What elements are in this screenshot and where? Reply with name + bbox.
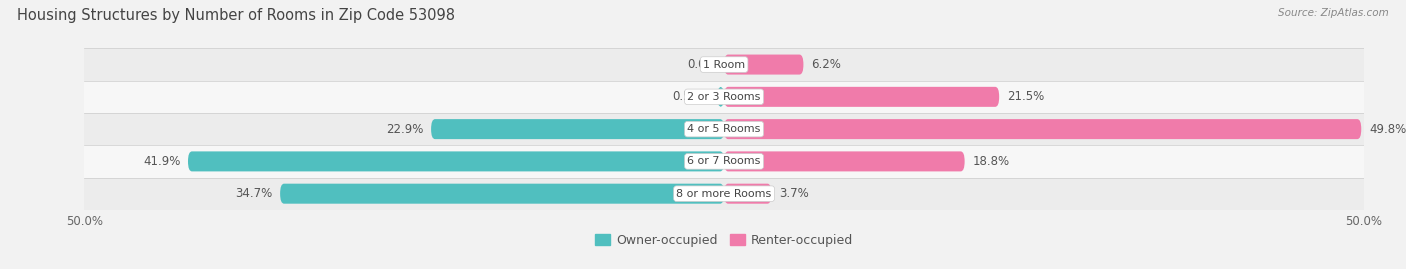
Text: 41.9%: 41.9% [143, 155, 180, 168]
Text: 34.7%: 34.7% [235, 187, 273, 200]
Text: 6.2%: 6.2% [811, 58, 841, 71]
Text: 49.8%: 49.8% [1369, 123, 1406, 136]
FancyBboxPatch shape [724, 184, 772, 204]
Text: 21.5%: 21.5% [1007, 90, 1045, 103]
Text: Housing Structures by Number of Rooms in Zip Code 53098: Housing Structures by Number of Rooms in… [17, 8, 456, 23]
FancyBboxPatch shape [724, 151, 965, 171]
Bar [84, 48, 1364, 81]
Bar [84, 178, 1364, 210]
Text: 1 Room: 1 Room [703, 59, 745, 70]
Text: 4 or 5 Rooms: 4 or 5 Rooms [688, 124, 761, 134]
Text: 3.7%: 3.7% [779, 187, 808, 200]
FancyBboxPatch shape [724, 119, 1361, 139]
Bar [84, 145, 1364, 178]
Bar [84, 81, 1364, 113]
FancyBboxPatch shape [188, 151, 724, 171]
FancyBboxPatch shape [280, 184, 724, 204]
Bar [84, 113, 1364, 145]
FancyBboxPatch shape [724, 55, 803, 75]
Text: 0.0%: 0.0% [686, 58, 717, 71]
Text: Source: ZipAtlas.com: Source: ZipAtlas.com [1278, 8, 1389, 18]
Legend: Owner-occupied, Renter-occupied: Owner-occupied, Renter-occupied [589, 229, 859, 252]
FancyBboxPatch shape [432, 119, 724, 139]
FancyBboxPatch shape [717, 87, 724, 107]
Text: 6 or 7 Rooms: 6 or 7 Rooms [688, 156, 761, 167]
Text: 18.8%: 18.8% [973, 155, 1010, 168]
Text: 2 or 3 Rooms: 2 or 3 Rooms [688, 92, 761, 102]
FancyBboxPatch shape [724, 87, 1000, 107]
Text: 8 or more Rooms: 8 or more Rooms [676, 189, 772, 199]
Text: 22.9%: 22.9% [387, 123, 423, 136]
Text: 0.53%: 0.53% [672, 90, 710, 103]
